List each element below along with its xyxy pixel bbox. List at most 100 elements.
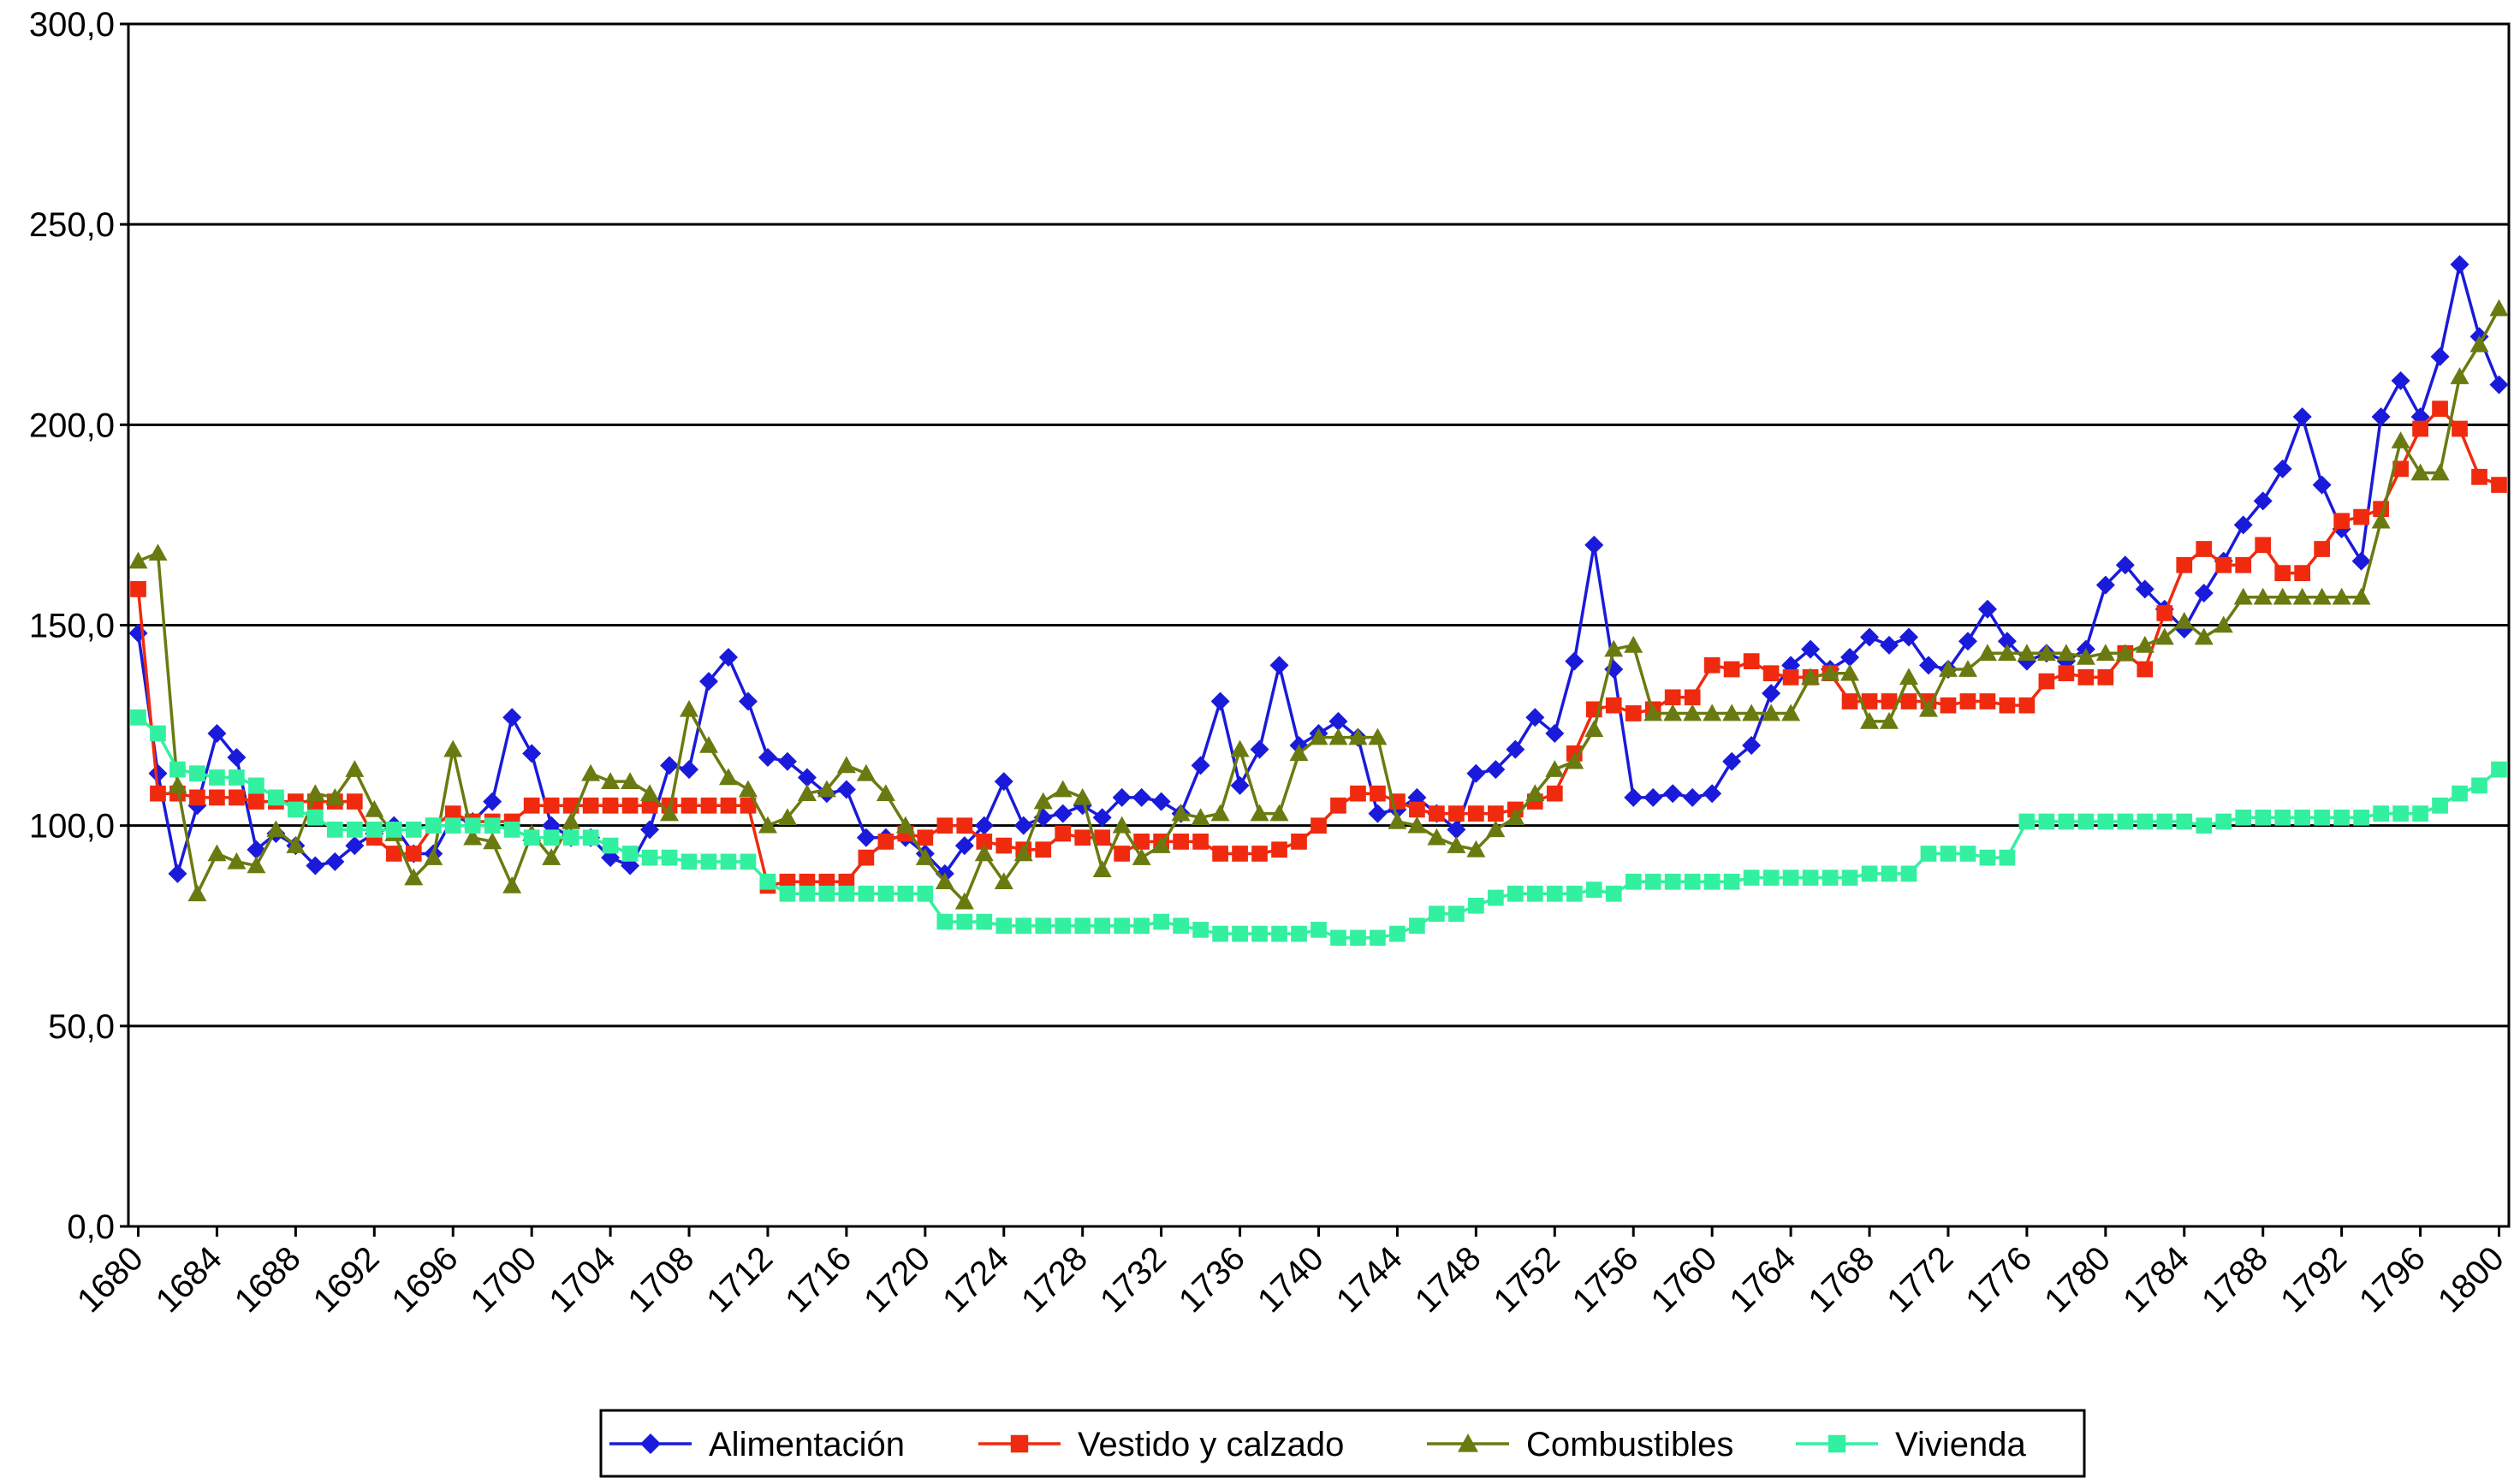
data-point — [1545, 760, 1565, 777]
data-point — [366, 822, 383, 838]
data-point — [483, 832, 502, 850]
data-point — [128, 551, 148, 569]
data-point — [1584, 535, 1604, 555]
data-point — [464, 817, 481, 834]
data-point — [2233, 515, 2253, 535]
data-point — [1664, 873, 1681, 890]
data-point — [838, 885, 855, 902]
data-point — [2312, 475, 2332, 495]
data-point — [1447, 820, 1466, 840]
data-point — [2292, 407, 2312, 426]
data-point — [1309, 727, 1328, 745]
data-point — [2450, 255, 2469, 274]
x-tick-label: 1764 — [1722, 1239, 1803, 1320]
data-point — [681, 797, 698, 814]
data-point — [1153, 913, 1169, 930]
data-point — [1664, 689, 1681, 706]
data-point — [1644, 873, 1661, 890]
data-point — [1565, 751, 1584, 769]
data-point — [2333, 809, 2350, 826]
data-point — [523, 797, 540, 814]
data-point — [130, 581, 146, 597]
data-point — [2274, 565, 2291, 581]
legend-label: Combustibles — [1526, 1426, 1733, 1463]
data-point — [1409, 917, 1425, 935]
data-point — [740, 853, 757, 870]
data-point — [1585, 881, 1602, 898]
data-point — [1801, 668, 1821, 686]
data-point — [1210, 804, 1230, 822]
data-point — [1151, 836, 1171, 853]
data-point — [1271, 925, 1287, 942]
data-point — [2432, 797, 2448, 814]
data-point — [1643, 703, 1663, 721]
data-point — [1782, 870, 1799, 886]
data-point — [484, 817, 501, 834]
data-point — [641, 849, 658, 866]
data-point — [150, 785, 166, 802]
data-point — [777, 808, 797, 826]
data-point — [2215, 813, 2232, 830]
data-point — [189, 765, 205, 782]
data-point — [2194, 584, 2214, 603]
x-tick-label: 1732 — [1093, 1239, 1174, 1320]
data-point — [936, 913, 954, 930]
data-point — [1488, 805, 1504, 822]
data-point — [346, 822, 363, 838]
data-point — [1900, 865, 1917, 882]
data-point — [444, 817, 461, 834]
data-point — [463, 828, 483, 846]
data-point — [759, 873, 776, 890]
data-point — [1604, 639, 1624, 657]
data-point — [1979, 849, 1996, 866]
x-tick-label: 1708 — [621, 1239, 701, 1320]
data-point — [1526, 885, 1543, 902]
data-point — [2117, 813, 2134, 830]
data-point — [187, 884, 207, 902]
data-point — [640, 820, 660, 840]
data-point — [836, 756, 856, 774]
data-point — [917, 829, 934, 846]
data-point — [1801, 639, 1821, 659]
y-tick-label: 300,0 — [29, 6, 115, 44]
data-point — [1389, 925, 1406, 942]
y-tick-label: 150,0 — [29, 608, 115, 645]
data-point — [1881, 865, 1898, 882]
data-point — [1723, 873, 1740, 890]
data-point — [1861, 693, 1878, 709]
data-point — [1938, 660, 1958, 677]
data-point — [2255, 537, 2272, 554]
data-point — [1881, 693, 1898, 709]
data-point — [1920, 846, 1937, 862]
data-point — [1977, 599, 1997, 619]
data-point — [1210, 692, 1230, 711]
data-point — [660, 804, 680, 822]
data-point — [582, 797, 599, 814]
data-point — [268, 789, 284, 806]
data-point — [2432, 401, 2448, 417]
data-point — [1918, 656, 1938, 675]
data-point — [1997, 644, 2017, 662]
data-point — [1959, 846, 1976, 862]
data-point — [1112, 816, 1132, 834]
data-point — [995, 837, 1013, 854]
data-point — [954, 892, 974, 910]
data-point — [817, 780, 836, 798]
x-tick-label: 1800 — [2431, 1239, 2511, 1320]
y-tick-label: 100,0 — [29, 808, 115, 846]
data-point — [797, 768, 817, 787]
data-point — [1429, 805, 1445, 822]
data-point — [209, 789, 225, 806]
data-point — [2196, 817, 2213, 834]
data-point — [2353, 508, 2369, 525]
data-point — [385, 846, 402, 862]
data-point — [1742, 736, 1762, 755]
data-point — [1310, 817, 1327, 834]
data-point — [306, 784, 325, 801]
data-point — [1762, 684, 1781, 703]
data-point — [502, 876, 522, 893]
data-point — [1722, 751, 1742, 771]
data-point — [2471, 468, 2487, 485]
data-point — [2077, 669, 2095, 686]
